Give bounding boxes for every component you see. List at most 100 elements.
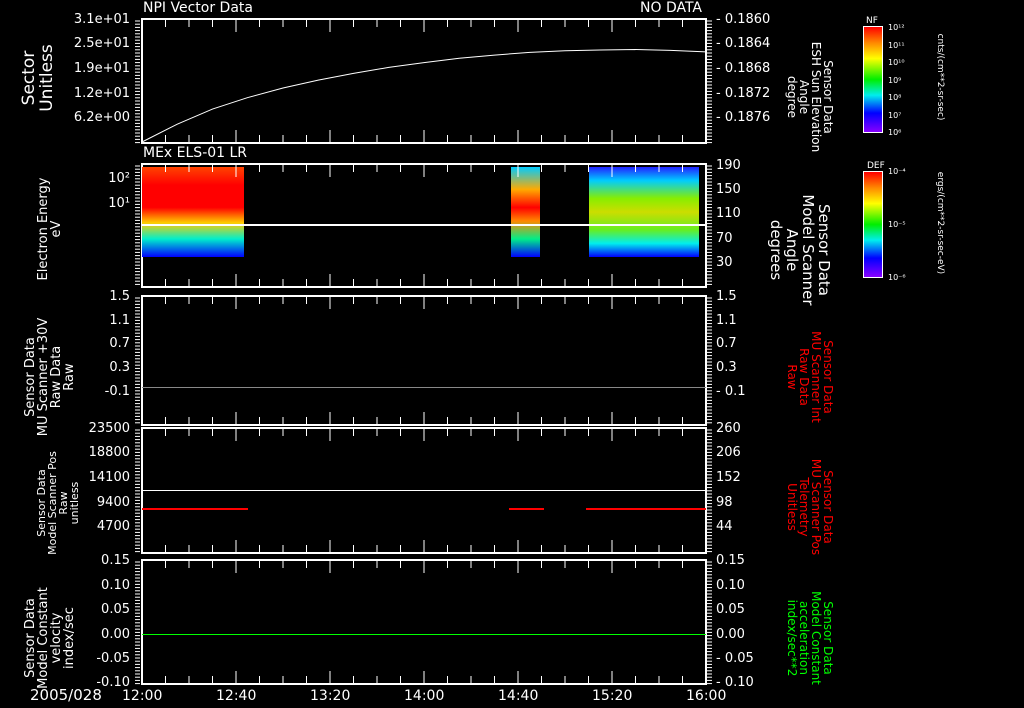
y-tick-label: -0.05 [96,651,130,666]
y-tick-label: 2.5e+01 [73,36,130,51]
y-tick-label: 0.7 [109,336,130,351]
scanner-pos-red-segment [586,508,706,510]
def-colorbar-units: ergs/(cm**2-sr-sec-eV) [935,171,945,275]
colorbar-tick-label: 10¹² [888,23,905,32]
left-axis-label: Electron Energy eV [36,159,64,299]
def-colorbar-label: DEF [867,161,885,171]
velocity-line [142,634,706,635]
y-tick-label: 0.00 [101,627,130,642]
right-y-tick-label: - 0.10 [716,675,754,690]
right-y-tick-label: 0.3 [716,360,737,375]
time-tick-label: 14:40 [498,688,539,704]
y-tick-label: 10² [108,171,130,186]
right-axis-label-line: Angle [783,228,801,271]
panel-velocity [141,559,707,685]
right-axis-label-line: Sensor Data [821,601,835,675]
spectrogram-block [511,167,540,257]
right-axis-label: Sensor Data Model Scanner Angle degrees [767,180,833,320]
right-y-tick-label: 0.00 [716,627,745,642]
panel2-title: MEx ELS-01 LR [143,145,248,161]
y-tick-label: 0.05 [101,602,130,617]
right-axis-label-line: Sensor Data [821,60,835,134]
colorbar-tick-label: 10⁶ [888,128,902,137]
right-axis-label-line: MU Scanner Pos [809,458,823,555]
colorbar-tick-label: 10⁻⁵ [888,220,906,229]
left-axis-label: Sensor Data Model Scanner Pos Raw unitless [35,433,81,573]
colorbar-tick-label: 10⁷ [888,110,902,120]
y-tick-label: 10¹ [108,196,130,211]
nf-colorbar-label: NF [866,16,878,26]
mu-scanner-line [142,387,706,388]
time-tick-label: 15:20 [592,688,633,704]
y-tick-label: -0.1 [104,384,130,399]
status-no-data: NO DATA [640,0,703,16]
right-y-tick-label: - 0.1860 [716,12,771,27]
left-axis-label-line: eV [49,220,64,237]
right-axis-label: Sensor Data ESH Sun Elevation Angle degree [785,27,835,167]
time-tick-label: 16:00 [686,688,727,704]
right-y-tick-label: 150 [716,182,741,197]
right-axis-label-line: index/sec**2 [785,599,799,677]
right-y-tick-label: 1.1 [716,313,737,328]
sector-curve [141,49,707,143]
nf-colorbar-units: cnts/(cm**2-sr-sec) [935,33,945,121]
right-y-tick-label: - 0.05 [716,651,754,666]
right-axis-label-line: Sensor Data [821,339,835,414]
right-axis-label-line: Raw [785,363,799,390]
right-axis-label-line: degree [785,75,799,119]
right-y-tick-label: 260 [716,421,741,436]
right-y-tick-label: 152 [716,470,741,485]
right-y-tick-label: 70 [716,231,733,246]
colorbar-tick-label: 10¹⁰ [888,58,905,67]
time-tick-label: 12:40 [216,688,257,704]
right-axis-label-line: Raw Data [797,347,811,406]
right-y-tick-label: - 0.1864 [716,36,771,51]
right-axis-label-line: Model Constant [809,591,823,685]
spectrogram-block [142,167,244,257]
y-tick-label: 6.2e+00 [73,110,130,125]
right-axis-label-line: Telemetry [797,476,811,537]
colorbar-tick-label: 10⁻⁴ [888,167,906,176]
y-tick-label: 14100 [88,470,130,485]
scanner-pos-red-segment [508,508,544,510]
right-axis-label: Sensor Data Model Constant acceleration ind… [785,568,835,708]
right-y-tick-label: 0.7 [716,336,737,351]
right-y-tick-label: 98 [716,495,733,510]
right-y-tick-label: 1.5 [716,289,737,304]
colorbar-tick-label: 10¹¹ [888,40,905,50]
time-tick-label: 13:20 [310,688,351,704]
time-tick-label: 12:00 [122,688,163,704]
right-y-tick-label: 30 [716,255,733,270]
right-axis-label-line: MU Scanner Int [809,330,823,423]
y-tick-label: 1.9e+01 [73,61,130,76]
date-label: 2005/028 [30,686,102,704]
right-y-tick-label: 0.15 [716,553,745,568]
right-y-tick-label: - 0.1868 [716,61,771,76]
right-axis-label-line: ESH Sun Elevation [809,41,823,153]
right-axis-label-line: Model Scanner [799,193,817,306]
right-y-tick-label: 0.05 [716,602,745,617]
y-tick-label: 3.1e+01 [73,12,130,27]
right-axis-label-line: Unitless [785,482,799,531]
right-axis-label-line: degrees [767,219,785,280]
def-colorbar [863,171,883,278]
right-y-tick-label: - 0.1876 [716,110,771,125]
right-axis-label: Sensor Data MU Scanner Pos Telemetry Unitle… [785,437,835,577]
left-axis-label-line: unitless [68,481,81,524]
nf-colorbar [863,26,883,133]
right-axis-label-line: Sensor Data [821,469,835,544]
scanner-angle-line [142,224,706,226]
y-tick-label: 1.2e+01 [73,86,130,101]
right-y-tick-label: 44 [716,519,733,534]
spectrogram-block [588,167,699,257]
panel-mu-scanner-30v [141,295,707,426]
y-tick-label: 9400 [96,495,130,510]
y-tick-label: 0.10 [101,578,130,593]
y-tick-label: 1.5 [109,289,130,304]
y-tick-label: 0.15 [101,553,130,568]
y-tick-label: -0.10 [96,675,130,690]
right-axis-label-line: acceleration [797,601,811,675]
right-y-tick-label: - 0.1872 [716,86,771,101]
